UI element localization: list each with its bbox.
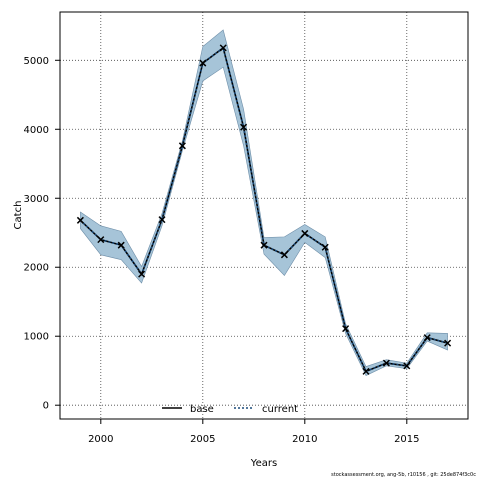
data-point-current — [138, 270, 146, 278]
data-point-current — [382, 359, 390, 367]
y-tick-label: 4000 — [24, 125, 49, 136]
data-point-current — [342, 325, 350, 333]
y-axis-label: Catch — [13, 201, 24, 230]
axis-ticks: 2000 2005 2010 2015 0 1000 2000 3000 4000 5000 — [24, 56, 420, 445]
confidence-band — [80, 29, 448, 376]
data-point-current — [219, 44, 227, 52]
data-point-current — [444, 339, 452, 347]
x-tick-label: 2015 — [394, 434, 419, 445]
data-point-current — [423, 334, 431, 342]
series-line-current — [79, 46, 448, 373]
confidence-band-layer — [80, 29, 448, 376]
data-point-current — [97, 236, 105, 244]
data-point-current — [301, 229, 309, 237]
footer-stamp: stockassessment.org, ang-5b, r10156 , gi… — [331, 472, 476, 478]
data-point-current — [199, 59, 207, 67]
y-tick-label: 1000 — [24, 332, 49, 343]
legend-label-current: current — [262, 404, 298, 415]
legend: base current — [162, 404, 298, 415]
data-point-current — [362, 367, 370, 375]
x-tick-label: 2000 — [88, 434, 113, 445]
x-tick-label: 2005 — [190, 434, 215, 445]
x-axis-label: Years — [250, 458, 277, 469]
data-point-current — [321, 243, 329, 251]
series-layer — [76, 44, 452, 375]
data-point-current — [76, 216, 84, 224]
data-point-current — [280, 251, 288, 259]
data-point-current — [117, 241, 125, 249]
series-line-base — [79, 46, 448, 373]
y-tick-label: 0 — [43, 401, 49, 412]
y-tick-label: 2000 — [24, 263, 49, 274]
x-tick-label: 2010 — [292, 434, 317, 445]
data-point-current — [403, 362, 411, 370]
plot-frame — [59, 11, 469, 420]
data-point-current — [240, 123, 248, 131]
data-point-current — [158, 216, 166, 224]
data-point-current — [178, 142, 186, 150]
y-tick-label: 5000 — [24, 56, 49, 67]
y-tick-label: 3000 — [24, 194, 49, 205]
grid — [60, 12, 468, 419]
legend-label-base: base — [190, 404, 214, 415]
data-point-current — [260, 241, 268, 249]
